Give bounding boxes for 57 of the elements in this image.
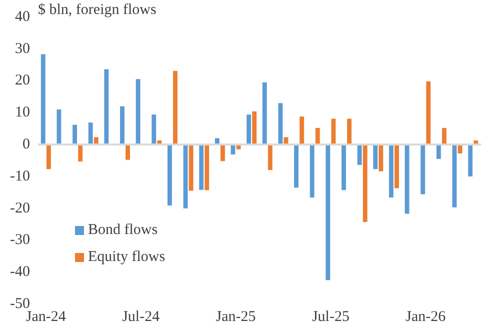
y-tick-label: 20 — [14, 72, 30, 89]
bar — [46, 144, 51, 170]
bar — [126, 144, 130, 160]
bar — [199, 144, 204, 190]
bar — [300, 116, 304, 145]
bar — [72, 124, 77, 145]
bar — [204, 144, 210, 190]
legend-label: Bond flows — [88, 222, 158, 239]
bar — [389, 144, 394, 198]
bar — [188, 144, 194, 191]
bar — [442, 128, 446, 145]
bar — [468, 144, 473, 176]
bar — [120, 106, 124, 145]
bar — [362, 144, 368, 222]
x-tick-label: Jan-26 — [406, 308, 446, 325]
y-tick-label: -40 — [10, 264, 30, 280]
x-tick-label: Jul-24 — [122, 308, 160, 325]
bar — [252, 111, 257, 145]
bar — [294, 144, 298, 188]
bar — [315, 128, 320, 145]
bar — [88, 122, 93, 145]
bar — [394, 144, 399, 188]
y-tick-label: 40 — [14, 8, 30, 25]
y-tick-label: -30 — [10, 232, 30, 248]
bar — [347, 118, 352, 145]
bar — [436, 144, 441, 159]
bar — [342, 144, 346, 190]
bar — [268, 144, 272, 170]
bar — [426, 81, 431, 145]
x-tick-label: Jan-25 — [216, 308, 256, 325]
bar — [104, 69, 109, 145]
y-tick-label: -20 — [10, 200, 30, 216]
y-tick-label: -10 — [10, 168, 30, 184]
bar — [173, 70, 178, 145]
bar — [40, 54, 46, 145]
bar — [167, 144, 172, 206]
x-tick-label: Jul-25 — [312, 308, 350, 325]
bar — [373, 144, 378, 170]
y-tick-label: 30 — [14, 40, 30, 57]
bar — [331, 118, 336, 145]
bar — [262, 82, 267, 145]
bar — [220, 144, 225, 162]
bar — [152, 114, 156, 145]
bar — [278, 103, 283, 145]
bar — [378, 144, 384, 172]
bar — [136, 79, 140, 145]
bar — [56, 109, 62, 145]
legend-label: Equity flows — [88, 249, 166, 266]
bar — [246, 114, 252, 145]
y-tick-label: 0 — [22, 136, 30, 152]
chart-title: $ bln, foreign flows — [38, 2, 156, 19]
bar — [78, 144, 83, 162]
bar — [326, 144, 330, 280]
y-tick-label: 10 — [14, 104, 30, 121]
bar — [420, 144, 426, 194]
bar — [357, 144, 362, 165]
bar — [310, 144, 314, 198]
